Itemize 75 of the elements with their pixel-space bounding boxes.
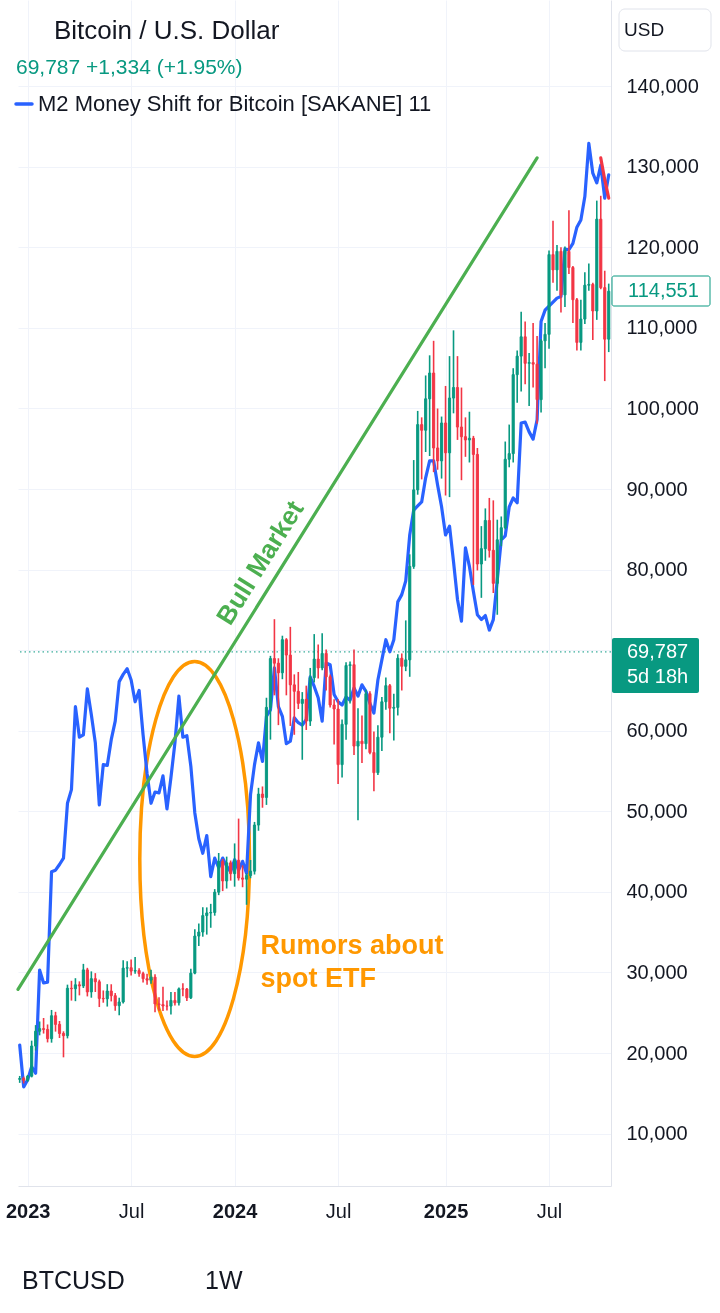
candlestick <box>205 907 209 935</box>
y-tick-label: 40,000 <box>626 880 688 903</box>
y-tick-label: 90,000 <box>626 477 688 500</box>
x-tick-label: 2023 <box>5 1199 51 1222</box>
candlestick <box>245 873 249 905</box>
x-tick-label: 2024 <box>212 1199 259 1222</box>
x-tick-label: Jul <box>536 1199 563 1222</box>
candlestick <box>296 671 300 710</box>
candlestick <box>400 653 404 691</box>
y-tick-label: 130,000 <box>626 155 699 178</box>
text: 1W <box>205 1266 243 1294</box>
y-tick-label: 10,000 <box>626 1122 688 1145</box>
y-tick-label: 60,000 <box>626 719 688 742</box>
candlestick <box>276 658 280 726</box>
candlestick <box>467 411 471 463</box>
candlestick <box>133 957 137 974</box>
y-tick-label: 110,000 <box>626 316 698 339</box>
candlestick <box>221 858 225 892</box>
candlestick <box>527 352 531 407</box>
y-tick-label: 120,000 <box>626 235 699 258</box>
y-tick-label: 30,000 <box>626 960 688 983</box>
annotation: Rumors about spot ETF <box>260 930 444 994</box>
candlestick <box>320 633 324 671</box>
candlestick <box>471 435 475 585</box>
candlestick <box>284 638 288 696</box>
candlestick <box>169 992 173 1015</box>
candlestick <box>360 715 364 763</box>
candlestick <box>356 708 360 821</box>
candlestick <box>304 685 308 730</box>
candlestick <box>105 984 109 1007</box>
y-tick-label: 100,000 <box>626 396 699 419</box>
candlestick <box>233 843 237 887</box>
text: BTCUSD <box>22 1266 125 1294</box>
candlestick <box>85 967 89 997</box>
y-tick-label: 140,000 <box>626 74 699 97</box>
text: 114,551 <box>628 279 699 301</box>
candlestick <box>81 963 85 989</box>
text: USD <box>624 19 665 40</box>
candlestick <box>161 986 165 1011</box>
ref-line-label: 69,787 5d 18h <box>627 639 689 687</box>
text: Bitcoin / U.S. Dollar <box>54 15 280 45</box>
candlestick <box>463 417 467 457</box>
candlestick <box>89 971 93 998</box>
x-tick-label: 2025 <box>423 1199 469 1222</box>
candlestick <box>129 959 133 976</box>
candlestick <box>237 818 241 881</box>
candlestick <box>272 619 276 696</box>
candlestick <box>53 1011 58 1032</box>
candlestick <box>388 684 392 734</box>
candlestick <box>225 856 229 889</box>
candlestick <box>145 973 149 985</box>
candlestick <box>181 983 185 997</box>
candlestick <box>229 860 233 881</box>
candlestick <box>149 969 153 984</box>
legend-label: M2 Money Shift for Bitcoin [SAKANE] 11 <box>38 91 432 116</box>
x-tick-label: Jul <box>118 1199 145 1222</box>
y-tick-label: 80,000 <box>626 558 688 581</box>
candlestick <box>173 991 177 1006</box>
candlestick <box>73 978 77 1002</box>
candlestick <box>18 1075 22 1083</box>
candlestick <box>49 1009 54 1043</box>
y-tick-label: 20,000 <box>626 1041 688 1064</box>
candlestick <box>260 786 265 808</box>
text: 69,787 +1,334 (+1.95%) <box>16 55 243 78</box>
candlestick <box>316 644 320 679</box>
candlestick <box>300 692 304 760</box>
candlestick <box>459 387 464 481</box>
y-tick-label: 50,000 <box>626 799 688 822</box>
candlestick <box>165 1000 169 1011</box>
x-tick-label: Jul <box>325 1199 352 1222</box>
candlestick <box>551 220 555 283</box>
candlestick <box>97 979 101 1008</box>
candlestick <box>420 417 424 480</box>
candlestick <box>555 244 559 291</box>
candlestick <box>69 980 73 1001</box>
